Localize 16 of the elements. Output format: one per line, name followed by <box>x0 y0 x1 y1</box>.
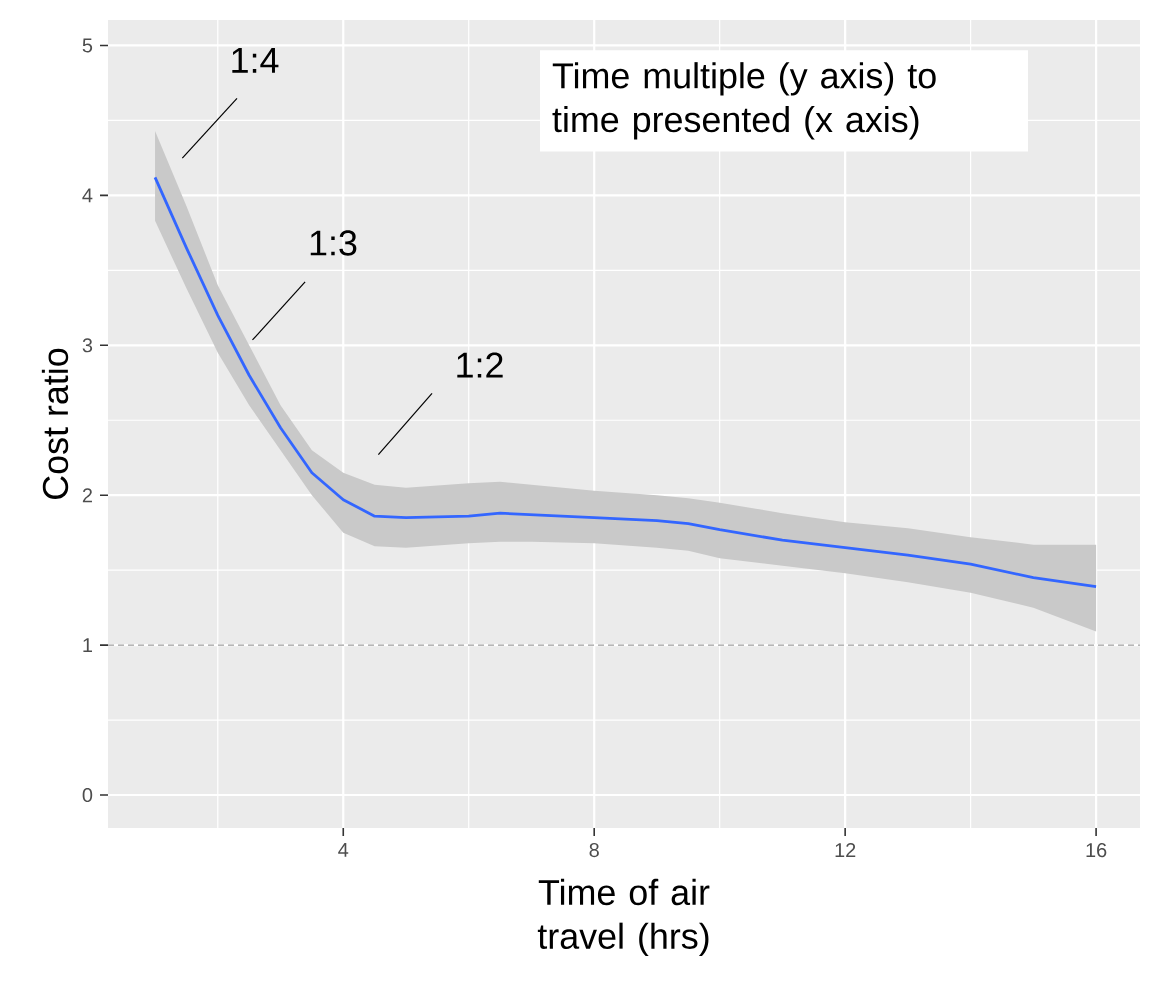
annotation: 1:3 <box>310 230 357 256</box>
annotation: Time multiple (y axis) to time presented (x axis) <box>552 62 936 140</box>
y-tick-label: 2 <box>82 488 92 503</box>
y-tick-label: 4 <box>82 188 93 203</box>
x-tick-label: 12 <box>835 843 856 857</box>
annotation: 1:2 <box>457 352 503 378</box>
y-tick-label: 0 <box>82 787 93 803</box>
x-tick-label: 4 <box>338 843 349 857</box>
y-axis-title: Cost ratio <box>41 348 69 499</box>
annotation: 1:4 <box>232 48 279 73</box>
x-axis-title: Time of air travel (hrs) <box>537 878 710 957</box>
x-tick-label: 8 <box>589 843 599 858</box>
y-tick-label: 5 <box>82 38 93 53</box>
y-tick-label: 1 <box>83 638 92 652</box>
x-tick-label: 16 <box>1086 843 1107 858</box>
y-tick-label: 3 <box>82 338 93 353</box>
